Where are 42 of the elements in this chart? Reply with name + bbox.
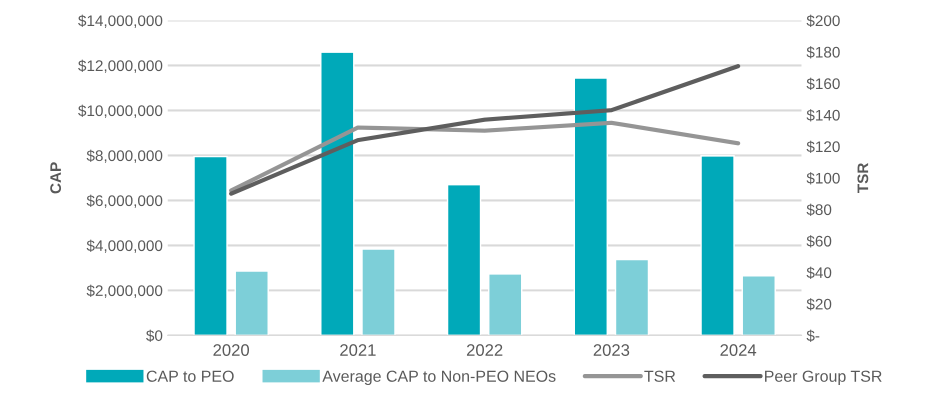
x-tick-label: 2024	[720, 344, 756, 356]
bar	[488, 273, 522, 336]
y2-tick-label: $180	[806, 46, 840, 59]
bar	[361, 248, 396, 336]
y2-tick-label: $120	[806, 140, 840, 154]
y-tick-label: $8,000,000	[86, 150, 162, 163]
y-tick-label: $14,000,000	[78, 14, 162, 28]
y-tick-label: $4,000,000	[86, 240, 162, 253]
bar	[574, 77, 608, 336]
y-tick-label: $12,000,000	[78, 60, 162, 73]
bar	[234, 270, 269, 336]
bar	[742, 275, 776, 336]
x-tick-label: 2021	[340, 344, 376, 356]
bar	[320, 51, 354, 336]
y2-tick-label: $40	[806, 266, 832, 279]
line-series	[229, 120, 740, 193]
bar	[614, 258, 650, 336]
y-tick-label: $10,000,000	[78, 104, 162, 118]
x-tick-label: 2023	[594, 344, 630, 356]
y2-tick-label: $60	[806, 235, 832, 248]
legend-label: CAP to PEO	[146, 370, 234, 382]
line-series	[229, 64, 740, 196]
y2-tick-label: $200	[806, 14, 840, 28]
y2-axis-title: TSR	[857, 162, 868, 194]
y2-tick-label: $140	[806, 109, 840, 122]
y-axis-title: CAP	[50, 162, 62, 194]
y2-tick-label: $20	[806, 298, 832, 310]
y-tick-label: $0	[146, 330, 162, 342]
bar	[446, 184, 482, 336]
y2-tick-label: $80	[806, 204, 832, 216]
y2-tick-label: $160	[806, 78, 840, 90]
bar	[700, 155, 735, 336]
bar	[193, 156, 228, 336]
y-tick-label: $2,000,000	[86, 284, 162, 298]
x-tick-label: 2020	[213, 344, 250, 356]
legend-label: TSR	[644, 370, 676, 382]
legend-label: Peer Group TSR	[765, 370, 882, 386]
y2-tick-label: $100	[806, 172, 840, 185]
legend-label: Average CAP to Non-PEO NEOs	[322, 370, 556, 386]
y2-tick-label: $-	[806, 330, 820, 342]
y-tick-label: $6,000,000	[86, 194, 162, 208]
x-tick-label: 2022	[466, 344, 502, 356]
